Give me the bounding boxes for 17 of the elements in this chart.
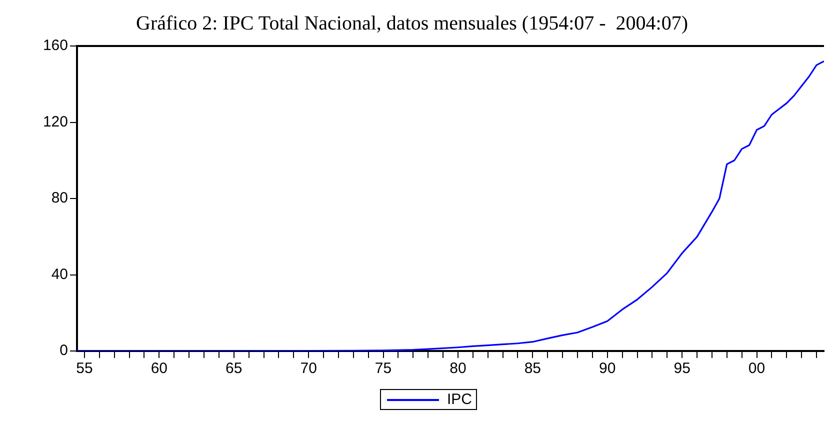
y-tick-label: 160	[42, 37, 68, 54]
x-tick-label: 70	[300, 360, 317, 378]
x-tick-label: 80	[450, 360, 466, 378]
y-tick-label: 40	[51, 266, 68, 283]
y-tick-label: 80	[51, 190, 68, 207]
y-tick-label: 0	[60, 342, 68, 360]
x-tick-label: 00	[748, 360, 766, 378]
x-tick-label: 85	[524, 360, 542, 378]
y-tick-label: 120	[42, 113, 68, 130]
x-tick-label: 90	[599, 360, 616, 378]
x-tick-label: 65	[226, 360, 242, 378]
legend-label: IPC	[447, 390, 472, 409]
chart-title: Gráfico 2: IPC Total Nacional, datos mensuales (1954:07 - 2004:07)	[136, 12, 688, 34]
x-tick-label: 60	[150, 360, 168, 378]
x-tick-label: 75	[374, 360, 392, 378]
x-tick-label: 95	[674, 360, 690, 378]
x-tick-label: 55	[76, 360, 93, 378]
